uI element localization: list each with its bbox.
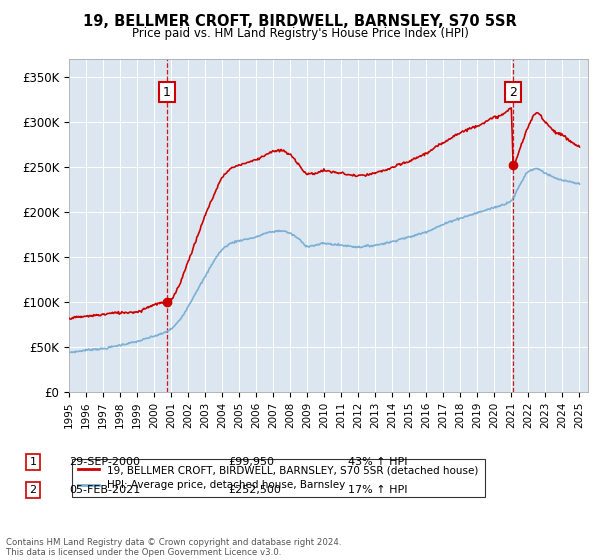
Text: 2: 2 — [29, 485, 37, 495]
Text: 1: 1 — [29, 457, 37, 467]
Text: Price paid vs. HM Land Registry's House Price Index (HPI): Price paid vs. HM Land Registry's House … — [131, 27, 469, 40]
Text: 19, BELLMER CROFT, BIRDWELL, BARNSLEY, S70 5SR: 19, BELLMER CROFT, BIRDWELL, BARNSLEY, S… — [83, 14, 517, 29]
Text: 43% ↑ HPI: 43% ↑ HPI — [348, 457, 407, 467]
Text: 2: 2 — [509, 86, 517, 99]
Text: Contains HM Land Registry data © Crown copyright and database right 2024.
This d: Contains HM Land Registry data © Crown c… — [6, 538, 341, 557]
Text: £99,950: £99,950 — [228, 457, 274, 467]
Text: 29-SEP-2000: 29-SEP-2000 — [69, 457, 140, 467]
Legend: 19, BELLMER CROFT, BIRDWELL, BARNSLEY, S70 5SR (detached house), HPI: Average pr: 19, BELLMER CROFT, BIRDWELL, BARNSLEY, S… — [71, 459, 485, 497]
Text: 1: 1 — [163, 86, 171, 99]
Text: £252,500: £252,500 — [228, 485, 281, 495]
Text: 05-FEB-2021: 05-FEB-2021 — [69, 485, 140, 495]
Text: 17% ↑ HPI: 17% ↑ HPI — [348, 485, 407, 495]
